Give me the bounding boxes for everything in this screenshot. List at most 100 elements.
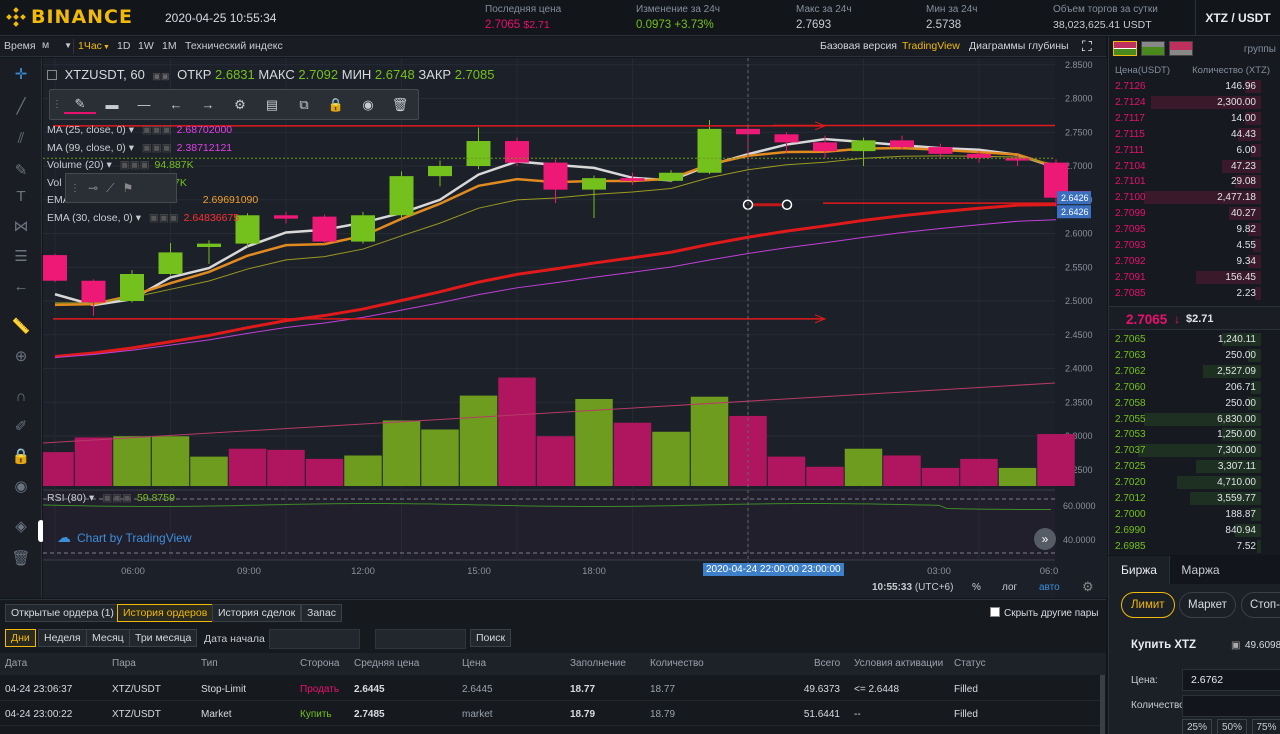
ask-row[interactable]: 2.7111 6.00 xyxy=(1109,143,1280,158)
interval-1m[interactable]: 1M xyxy=(162,40,177,52)
order-type-limit[interactable]: Лимит xyxy=(1121,592,1175,618)
ask-row[interactable]: 2.7117 14.00 xyxy=(1109,111,1280,126)
indicator-buttons-icon[interactable]: ▣▣▣ xyxy=(102,492,132,504)
view-bids-icon[interactable] xyxy=(1141,41,1165,56)
tab-exchange[interactable]: Биржа xyxy=(1109,556,1169,584)
drag-handle-point[interactable] xyxy=(781,199,793,210)
auto-button[interactable]: авто xyxy=(1039,582,1060,593)
left-end-icon[interactable]: ← xyxy=(169,97,183,112)
brush-icon[interactable]: ✎ xyxy=(14,162,28,179)
indicator-volume[interactable]: Volume (20) ▾ ▣▣▣ 94.887K xyxy=(47,159,194,171)
pct-50-button[interactable]: 50% xyxy=(1217,719,1247,734)
bid-row[interactable]: 2.7025 3,307.11 xyxy=(1109,459,1280,474)
ask-row[interactable]: 2.7104 47.23 xyxy=(1109,159,1280,174)
binance-logo[interactable]: BINANCE xyxy=(6,6,133,28)
clone-icon[interactable]: ⧉ xyxy=(299,96,309,112)
groups-dropdown[interactable]: группы xyxy=(1243,44,1276,55)
lock-icon[interactable]: 🔒 xyxy=(327,96,345,112)
indicator-ma99[interactable]: MA (99, close, 0) ▾ ▣▣▣ 2.38712121 xyxy=(47,141,233,154)
ask-row[interactable]: 2.7126 146.96 xyxy=(1109,79,1280,94)
eye-icon[interactable]: ◉ xyxy=(14,478,28,495)
magnet-icon[interactable]: ∩ xyxy=(15,387,27,405)
ask-row[interactable]: 2.7099 40.27 xyxy=(1109,206,1280,221)
visibility-eye-icon[interactable]: ◉ xyxy=(362,96,374,112)
flag-icon[interactable]: ⚑ xyxy=(122,181,134,195)
order-type-stop[interactable]: Стоп-л xyxy=(1241,592,1280,618)
qty-input[interactable] xyxy=(1182,695,1280,717)
bid-row[interactable]: 2.7058 250.00 xyxy=(1109,396,1280,411)
interval-1h[interactable]: 1Час▼ xyxy=(78,40,110,52)
drag-handle-icon[interactable]: ⋮ xyxy=(70,182,80,194)
settings-gear-icon[interactable]: ⚙ xyxy=(234,96,246,112)
interval-1w[interactable]: 1W xyxy=(138,40,154,52)
collapse-icon[interactable] xyxy=(47,70,57,80)
ask-row[interactable]: 2.7095 9.82 xyxy=(1109,222,1280,237)
fullscreen-icon[interactable]: ⛶ xyxy=(1082,38,1092,54)
period-day[interactable]: Дни xyxy=(5,629,36,647)
table-row[interactable]: 04-24 23:06:37 XTZ/USDT Stop-Limit Продать 2… xyxy=(0,677,1100,701)
table-scrollbar[interactable] xyxy=(1100,675,1105,734)
ask-row[interactable]: 2.7124 2,300.00 xyxy=(1109,95,1280,110)
indicator-ma25[interactable]: MA (25, close, 0) ▾ ▣▣▣ 2.68702000 xyxy=(47,124,233,136)
bid-row[interactable]: 2.6990 840.94 xyxy=(1109,523,1280,538)
bid-row[interactable]: 2.7012 3,559.77 xyxy=(1109,491,1280,506)
tech-index-button[interactable]: Технический индекс xyxy=(185,40,283,52)
bid-row[interactable]: 2.7060 206.71 xyxy=(1109,380,1280,395)
period-week[interactable]: Неделя xyxy=(38,629,87,647)
delete-trash-icon[interactable]: 🗑 xyxy=(391,96,409,112)
bid-row[interactable]: 2.6985 7.52 xyxy=(1109,539,1280,554)
time-dropdown[interactable]: м ▼ xyxy=(38,39,74,54)
order-type-market[interactable]: Маркет xyxy=(1179,592,1236,618)
indicator-ema[interactable]: EMA 2.69691090 xyxy=(47,192,258,210)
tab-open-orders[interactable]: Открытые ордера (1) xyxy=(5,604,120,622)
end-date-input[interactable] xyxy=(375,629,466,649)
indicator-buttons-icon[interactable]: ▣▣▣ xyxy=(148,211,179,224)
sidebar-scroll-handle[interactable] xyxy=(38,520,44,542)
scroll-to-latest-icon[interactable]: » xyxy=(1034,528,1056,550)
ask-row[interactable]: 2.7100 2,477.18 xyxy=(1109,190,1280,205)
ruler-icon[interactable]: 📏 xyxy=(11,318,31,335)
pair-selector[interactable]: XTZ / USDT xyxy=(1195,0,1280,36)
bid-row[interactable]: 2.7020 4,710.00 xyxy=(1109,475,1280,490)
right-end-icon[interactable]: → xyxy=(201,97,215,112)
bid-row[interactable]: 2.7065 1,240.11 xyxy=(1109,332,1280,347)
tradingview-credit[interactable]: ☁ Chart by TradingView xyxy=(57,529,192,546)
tradingview-button[interactable]: TradingView xyxy=(902,40,960,52)
zoom-icon[interactable]: ⊕ xyxy=(14,348,28,365)
start-date-input[interactable] xyxy=(269,629,360,649)
horizontal-ray-icon[interactable]: ⊸ xyxy=(88,181,99,195)
period-three-months[interactable]: Три месяца xyxy=(129,629,198,647)
tab-funds[interactable]: Запас xyxy=(301,604,342,622)
search-button[interactable]: Поиск xyxy=(470,629,512,647)
line-color-icon[interactable]: ✎ xyxy=(64,96,96,114)
price-input[interactable]: 2.6762 xyxy=(1182,669,1280,691)
tab-order-history[interactable]: История ордеров xyxy=(117,604,214,622)
bid-row[interactable]: 2.7063 250.00 xyxy=(1109,348,1280,363)
trend-line-icon[interactable]: ╱ xyxy=(16,98,26,115)
basic-version-button[interactable]: Базовая версия xyxy=(820,40,897,52)
tab-margin[interactable]: Маржа xyxy=(1169,556,1231,584)
bid-row[interactable]: 2.7037 7,300.00 xyxy=(1109,443,1280,458)
bid-row[interactable]: 2.7000 188.87 xyxy=(1109,507,1280,522)
pattern-icon[interactable]: ⋈ xyxy=(13,218,29,235)
crosshair-icon[interactable]: ✛ xyxy=(14,66,28,83)
lock-icon[interactable]: 🔒 xyxy=(11,448,31,465)
view-asks-icon[interactable] xyxy=(1169,41,1193,56)
indicator-ema30[interactable]: EMA (30, close, 0) ▾ ▣▣▣ 2.64836675 xyxy=(47,211,240,224)
ask-row[interactable]: 2.7093 4.55 xyxy=(1109,238,1280,253)
indicator-buttons-icon[interactable]: ▣▣▣ xyxy=(141,141,172,154)
ask-row[interactable]: 2.7101 29.08 xyxy=(1109,174,1280,189)
tab-trade-history[interactable]: История сделок xyxy=(212,604,302,622)
indicator-buttons-icon[interactable]: ▣▣▣ xyxy=(141,124,172,136)
pitchfork-icon[interactable]: ⫽ xyxy=(17,129,25,147)
text-tool-icon[interactable]: T xyxy=(16,187,26,205)
view-both-icon[interactable] xyxy=(1113,41,1137,56)
legend-buttons-icon[interactable]: ▣▣ xyxy=(152,71,170,81)
interval-1d[interactable]: 1D xyxy=(117,40,131,52)
bid-row[interactable]: 2.7053 1,250.00 xyxy=(1109,427,1280,442)
pct-25-button[interactable]: 25% xyxy=(1182,719,1212,734)
table-row[interactable]: 04-24 23:00:22 XTZ/USDT Market Купить 2.7485… xyxy=(0,702,1100,726)
chart-settings-gear-icon[interactable]: ⚙ xyxy=(1082,579,1094,594)
trend-angle-icon[interactable]: ⟋ xyxy=(106,180,115,195)
ask-row[interactable]: 2.7091 156.45 xyxy=(1109,270,1280,285)
